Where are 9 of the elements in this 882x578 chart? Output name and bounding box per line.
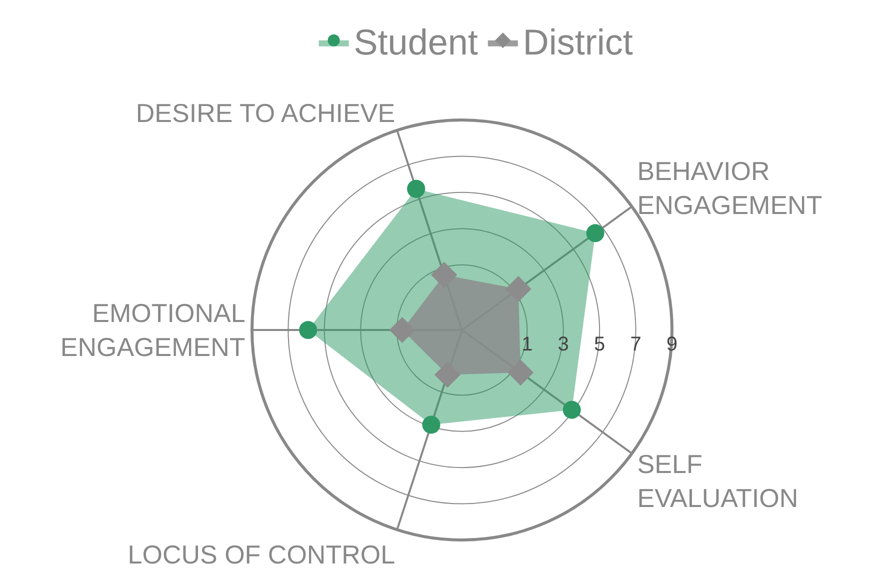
legend-label: District xyxy=(522,21,633,62)
y-tick-label: 1 xyxy=(522,334,533,356)
spoke-label: LOCUS OF CONTROL xyxy=(128,540,396,570)
legend-label: Student xyxy=(354,21,478,62)
spoke-label: EMOTIONAL ENGAGEMENT xyxy=(60,298,246,362)
y-tick-label: 3 xyxy=(558,334,569,356)
spoke-label: SELF EVALUATION xyxy=(637,449,798,513)
spoke-label: BEHAVIOR ENGAGEMENT xyxy=(637,156,822,220)
spoke-label: DESIRE TO ACHIEVE xyxy=(136,98,396,128)
